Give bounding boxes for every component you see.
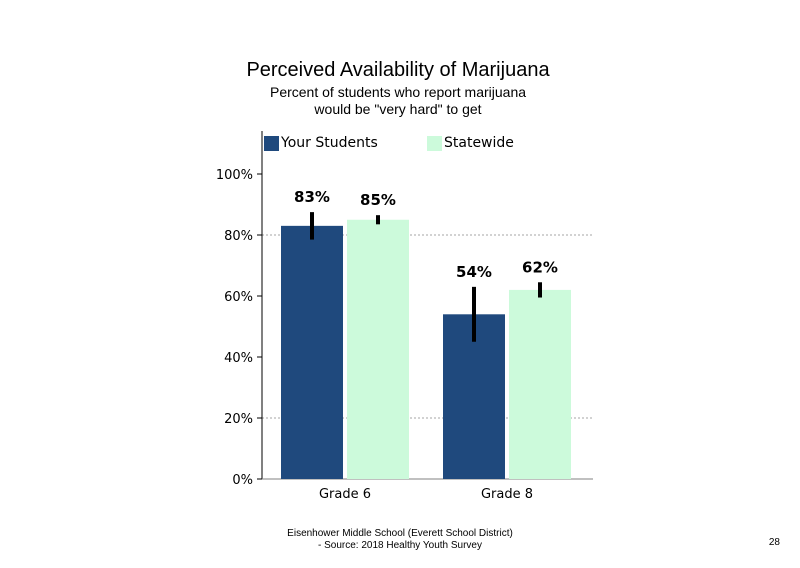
data-label: 83% — [294, 188, 330, 206]
y-tick-label: 0% — [232, 473, 253, 488]
data-label: 62% — [522, 258, 558, 276]
legend-item-statewide: Statewide — [427, 134, 514, 152]
bar-your-students-grade-6 — [281, 225, 343, 479]
y-tick-label: 20% — [224, 412, 253, 427]
bar-statewide-grade-8 — [509, 289, 571, 479]
x-category-label: Grade 8 — [481, 487, 533, 502]
legend-swatch-statewide — [427, 135, 442, 151]
legend-label-your-students: Your Students — [281, 135, 378, 151]
y-tick-label: 40% — [224, 351, 253, 366]
chart-title: Perceived Availability of Marijuana — [246, 59, 550, 81]
y-tick-label: 100% — [216, 168, 253, 183]
y-tick-label: 60% — [224, 290, 253, 305]
chart-subtitle-line-2: would be "very hard" to get — [314, 101, 482, 117]
chart-subtitle-line-1: Percent of students who report marijuana — [269, 84, 527, 100]
data-label: 85% — [360, 191, 396, 209]
bar-statewide-grade-6 — [347, 219, 409, 479]
page-number: 28 — [768, 537, 780, 548]
footer-source: - Source: 2018 Healthy Youth Survey — [318, 540, 482, 551]
data-label: 54% — [456, 263, 492, 281]
legend-label-statewide: Statewide — [444, 135, 514, 151]
x-category-label: Grade 6 — [319, 487, 371, 502]
legend-item-your-students: Your Students — [264, 134, 378, 152]
legend-swatch-your-students — [264, 135, 279, 151]
y-tick-label: 80% — [224, 229, 253, 244]
footer-school: Eisenhower Middle School (Everett School… — [287, 528, 513, 539]
